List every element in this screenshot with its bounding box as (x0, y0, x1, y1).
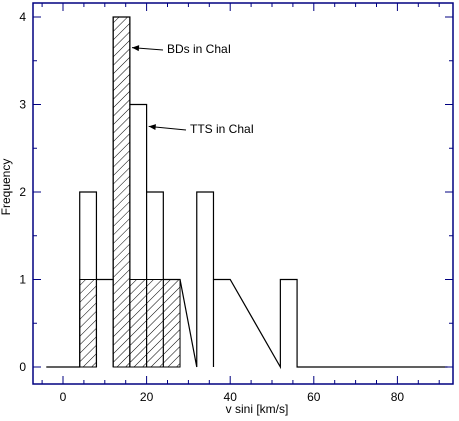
x-tick-label: 20 (140, 390, 154, 404)
annotation-label: TTS in ChaI (190, 122, 254, 136)
x-tick-label: 80 (391, 390, 405, 404)
y-tick-label: 1 (19, 273, 26, 287)
y-tick-label: 0 (19, 360, 26, 374)
annotation-label: BDs in ChaI (167, 42, 231, 56)
bd-bar-0 (79, 279, 97, 368)
bds-hatched-bars (79, 16, 181, 368)
y-axis-title: Frequency (0, 159, 13, 216)
bd-bar-2 (129, 279, 181, 368)
x-tick-label: 40 (224, 390, 238, 404)
annotation-arrowhead (131, 45, 140, 52)
x-axis-title: v sini [km/s] (226, 402, 289, 416)
y-tick-label: 3 (19, 98, 26, 112)
y-tick-label: 4 (19, 10, 26, 24)
axis-ticks: 0 20 40 60 80 0 1 2 3 4 (19, 3, 453, 404)
y-tick-label: 2 (19, 185, 26, 199)
bd-bar-1 (112, 16, 131, 368)
tts-outline-bars (46, 16, 448, 370)
annotations: BDs in ChaI TTS in ChaI (131, 42, 254, 136)
plot-frame (32, 2, 454, 385)
annotation-arrowhead (148, 124, 156, 131)
tts-histogram-outline (46, 16, 448, 370)
x-tick-label: 60 (307, 390, 321, 404)
x-tick-label: 0 (60, 390, 67, 404)
